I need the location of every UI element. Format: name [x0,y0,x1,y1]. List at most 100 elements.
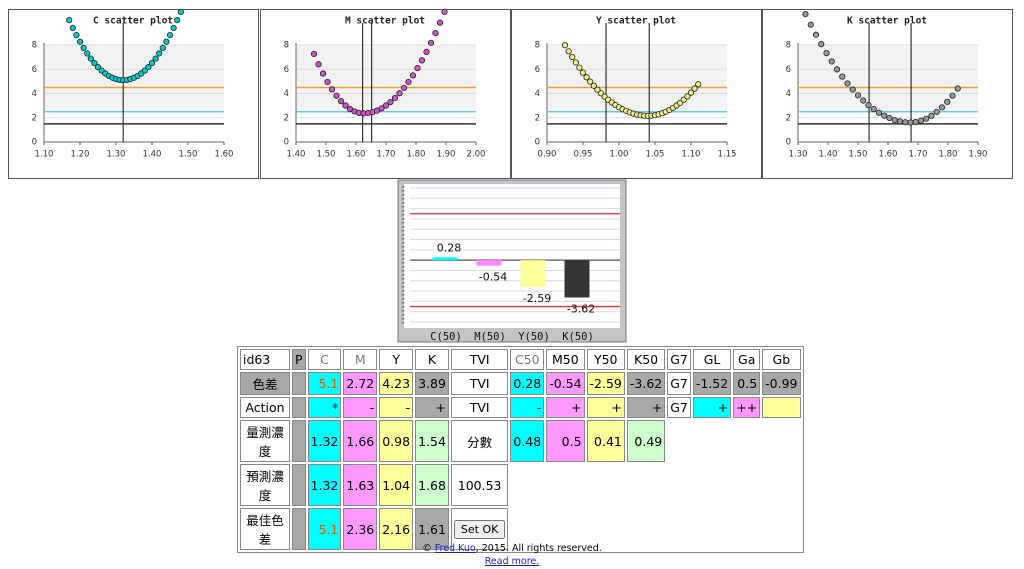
table-cell: 2.72 [343,372,378,395]
x-tick-label: 1.70 [909,150,928,160]
point [590,82,597,89]
point [319,70,327,77]
point [839,73,846,80]
table-cell [733,420,760,462]
table-cell: G7 [667,372,691,395]
point [387,99,394,106]
table-cell: + [692,397,732,418]
table-cell: 0.49 [626,420,666,462]
point [148,59,156,67]
read-more-link[interactable]: Read more. [484,556,540,567]
table-cell: M [343,349,378,370]
table-cell: + [546,397,585,418]
y-tick-label: 4 [786,89,791,99]
copyright-sign: © [422,543,432,554]
plot-band [296,45,476,112]
table-cell [546,464,584,506]
point [378,105,385,112]
point [76,38,84,45]
point [886,115,893,122]
point [870,106,877,113]
point [145,63,152,71]
category-label: C(50) [430,331,462,343]
table-cell [733,464,760,506]
x-tick-label: 1.90 [969,150,988,160]
plot-title: C scatter plot [93,16,173,27]
y-tick-label: 6 [284,65,289,75]
x-tick-label: 1.40 [143,150,162,160]
y-tick-label: 4 [32,89,37,99]
point [812,31,820,38]
y-tick-label: 2 [535,113,540,123]
table-cell [762,420,800,462]
x-tick-label: 1.10 [35,150,54,160]
x-tick-label: 1.15 [718,150,737,160]
point [572,59,579,66]
table-cell: -0.99 [762,372,801,395]
y-tick-label: 0 [535,138,540,148]
point [561,42,569,49]
table-cell [510,464,544,506]
point [163,38,170,45]
table-cell: 1.32 [307,464,342,506]
x-tick-label: 1.80 [939,150,958,160]
table-cell: + [626,397,666,418]
table-cell: 0.98 [379,420,414,462]
x-tick-label: 1.70 [377,150,396,160]
point [865,102,872,109]
table-cell [587,464,625,506]
point [328,86,336,93]
table-cell: 0.5 [546,420,585,462]
point [418,57,426,64]
point [823,50,830,57]
y-tick-label: 4 [284,89,289,99]
table-row: 量測濃度 1.32 1.66 0.98 1.54 分數 0.48 0.5 0.41 0.49 [240,420,801,462]
table-cell: Set OK [450,508,509,550]
y-tick-label: 6 [535,65,540,75]
table-cell: -2.59 [586,372,625,395]
table-cell [693,464,731,506]
table-cell: GL [692,349,732,370]
table-cell: 分數 [450,420,509,462]
table-cell [292,464,306,506]
point [944,98,951,105]
table-cell [667,464,691,506]
table-cell: 1.66 [343,420,378,462]
point [177,8,184,15]
value-label: -0.54 [479,271,507,284]
point [159,44,166,52]
author-link[interactable]: Fred Kuo [434,543,476,554]
set-ok-button[interactable]: Set OK [453,519,506,539]
table-cell: 1.63 [343,464,378,506]
table-cell [762,397,801,418]
table-cell [762,464,800,506]
point [691,85,698,92]
table-row: 預測濃度 1.32 1.63 1.04 1.68 100.53 [240,464,801,506]
table-cell: -0.54 [546,372,585,395]
point [382,102,390,109]
y-tick-label: 2 [284,113,289,123]
point [310,50,318,58]
point [423,48,430,56]
table-cell: 預測濃度 [240,464,290,506]
table-cell: 3.89 [415,372,449,395]
table-cell: 2.36 [343,508,378,550]
point [954,85,961,92]
point [166,31,174,39]
copyright-text: , 2015. All rights reserved. [475,543,602,554]
table-cell: K [415,349,449,370]
point [576,64,583,71]
y-tick-label: 6 [786,65,791,75]
point [324,78,331,86]
x-tick-label: 1.00 [610,150,629,160]
x-tick-label: 1.50 [179,150,198,160]
table-cell: 5.1 [307,372,342,395]
point [565,48,572,55]
y-tick-label: 8 [535,41,540,51]
table-cell: Gb [762,349,801,370]
data-table: id63 P C M Y K TVI C50 M50 Y50 K50 G7 GL Ga Gb 色差 5.1 2.7… [237,346,804,553]
table-cell: TVI [450,349,509,370]
table-cell: 最佳色差 [240,508,290,550]
table-cell: - [510,397,545,418]
